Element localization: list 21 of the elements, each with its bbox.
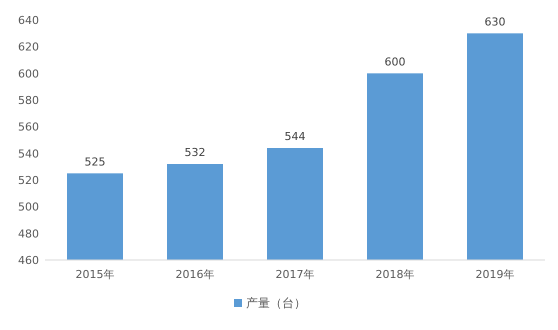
y-tick-label: 600	[18, 67, 39, 80]
y-tick-label: 560	[18, 120, 39, 134]
data-label: 630	[484, 15, 506, 28]
y-tick-label: 540	[18, 147, 39, 160]
data-label: 532	[184, 146, 206, 159]
x-tick-label: 2019年	[476, 268, 514, 281]
x-tick-label: 2015年	[76, 268, 114, 281]
x-tick-label: 2018年	[376, 268, 414, 281]
y-tick-label: 500	[18, 200, 39, 214]
y-tick-label: 580	[18, 94, 39, 107]
legend-label: 产量（台）	[246, 296, 306, 310]
data-label: 544	[284, 130, 306, 143]
x-tick-label: 2016年	[176, 268, 214, 281]
data-label: 600	[384, 55, 406, 68]
y-tick-label: 620	[18, 40, 39, 54]
y-tick-label: 480	[18, 227, 39, 240]
y-tick-label: 520	[18, 174, 39, 187]
data-label: 525	[84, 155, 106, 168]
y-tick-label: 640	[18, 14, 39, 27]
y-tick-label: 460	[18, 254, 39, 267]
x-tick-label: 2017年	[276, 268, 314, 281]
